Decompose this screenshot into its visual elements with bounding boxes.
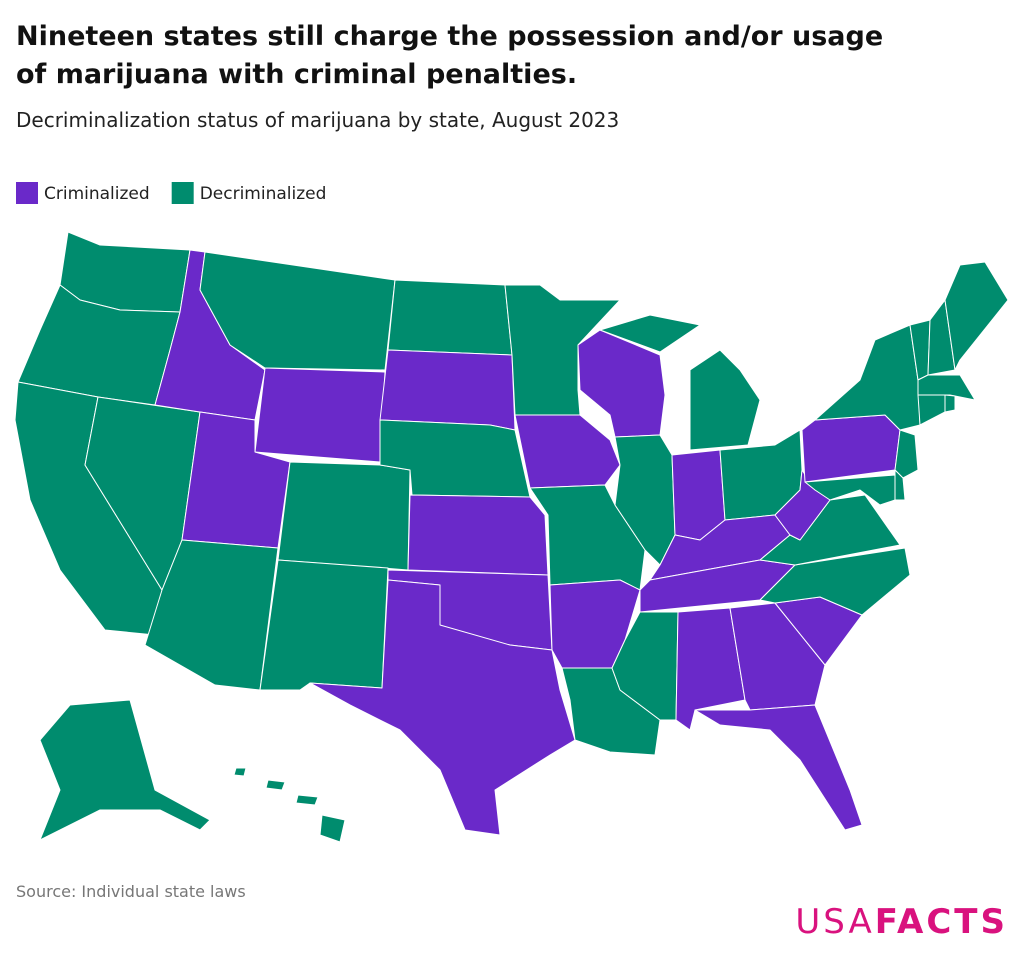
- state: [814, 324, 921, 431]
- state: [894, 429, 919, 479]
- state: [39, 699, 211, 841]
- state: [379, 349, 516, 431]
- subtitle: Decriminalization status of marijuana by…: [16, 108, 620, 132]
- state: [295, 794, 319, 806]
- state: [309, 579, 576, 836]
- state: [319, 814, 346, 843]
- state: [689, 349, 761, 451]
- legend-label: Criminalized: [44, 184, 150, 204]
- state: [387, 279, 513, 356]
- legend-swatch: [171, 182, 194, 204]
- state: [265, 779, 286, 791]
- state: [144, 539, 279, 691]
- state: [259, 559, 389, 691]
- state: [407, 494, 549, 576]
- state: [233, 767, 247, 777]
- state: [277, 461, 411, 571]
- state: [599, 314, 701, 353]
- logo: USAFACTS: [795, 902, 1008, 942]
- title: Nineteen states still charge the possess…: [16, 21, 884, 90]
- state: [254, 367, 386, 463]
- state: [504, 284, 621, 416]
- state: [611, 611, 679, 721]
- logo-light: USA: [795, 902, 875, 942]
- state: [801, 414, 901, 483]
- state: [917, 394, 946, 426]
- state: [944, 261, 1009, 371]
- source: Source: Individual state laws: [16, 882, 246, 901]
- state: [694, 704, 863, 831]
- legend-swatch: [16, 182, 38, 204]
- state: [804, 474, 896, 506]
- state: [944, 394, 956, 413]
- legend-label: Decriminalized: [200, 184, 327, 204]
- state: [514, 414, 621, 489]
- logo-bold: FACTS: [874, 902, 1008, 942]
